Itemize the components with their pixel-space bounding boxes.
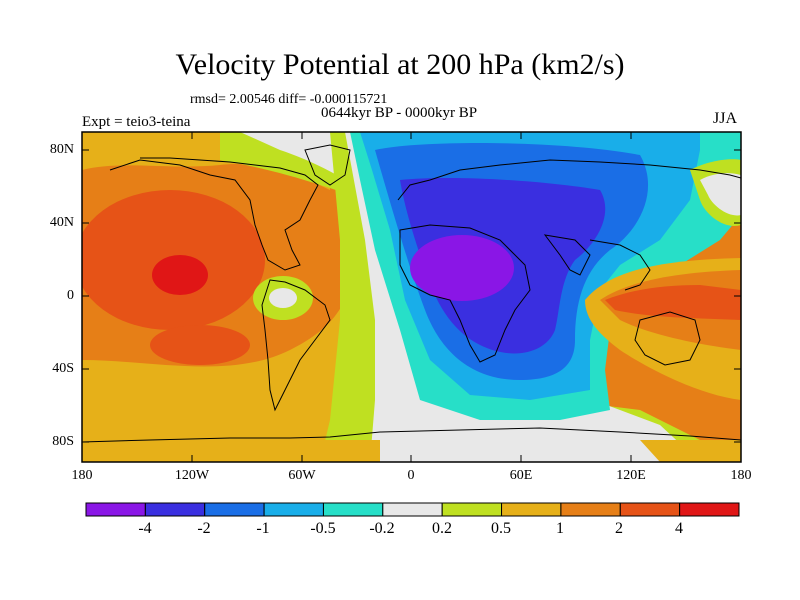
y-tick-label: 80N bbox=[49, 142, 74, 157]
colorbar-label: -0.2 bbox=[369, 520, 395, 537]
colorbar-swatch bbox=[679, 502, 740, 517]
colorbar-swatch bbox=[322, 502, 384, 517]
colorbar-label: -0.5 bbox=[310, 520, 336, 537]
season-label: JJA bbox=[713, 110, 738, 127]
field-south-pacific-max bbox=[150, 325, 250, 365]
colorbar-swatch bbox=[619, 502, 681, 517]
x-tick-label: 180 bbox=[71, 468, 93, 483]
y-tick-label: 0 bbox=[67, 288, 74, 303]
coast-africa bbox=[399, 224, 531, 363]
coast-antarctica bbox=[82, 427, 741, 443]
x-tick-label: 120W bbox=[174, 468, 210, 483]
colorbar-swatch bbox=[560, 502, 621, 517]
y-tick-label: 40N bbox=[49, 215, 74, 230]
map-title: Velocity Potential at 200 hPa (km2/s) bbox=[175, 48, 625, 81]
colorbar-swatch bbox=[501, 502, 562, 517]
coast-india bbox=[543, 234, 591, 276]
y-tick-label: 40S bbox=[52, 361, 74, 376]
colorbar-label: 0.5 bbox=[491, 520, 511, 537]
coast-se-asia bbox=[589, 239, 651, 291]
colorbar-swatch bbox=[204, 502, 265, 517]
colorbar-label: -1 bbox=[256, 520, 270, 537]
experiment-label: Expt = teio3-teina bbox=[82, 114, 191, 130]
coastlines bbox=[82, 144, 741, 443]
x-tick-label: 60E bbox=[509, 468, 533, 483]
colorbar-label: 2 bbox=[615, 520, 623, 537]
y-tick-label: 80S bbox=[52, 434, 74, 449]
x-tick-label: 0 bbox=[407, 468, 415, 483]
colorbar-label: 0.2 bbox=[432, 520, 452, 537]
field-maritime-red bbox=[605, 285, 741, 320]
colorbar bbox=[85, 502, 740, 517]
coast-australia bbox=[634, 311, 701, 366]
colorbar-swatch bbox=[85, 502, 146, 517]
field-pacific-peak bbox=[152, 255, 208, 295]
rmsd-diff-label: rmsd= 2.00546 diff= -0.000115721 bbox=[190, 92, 388, 107]
coast-greenland bbox=[304, 144, 351, 186]
contour-field bbox=[82, 132, 741, 462]
field-amazon-min bbox=[269, 288, 297, 308]
coast-south-america bbox=[261, 279, 331, 412]
x-tick-label: 120E bbox=[616, 468, 646, 483]
period-label: 0644kyr BP - 0000kyr BP bbox=[321, 105, 478, 121]
coast-europe-asia bbox=[397, 159, 741, 201]
colorbar-label: 1 bbox=[556, 520, 564, 537]
field-antarctic-white bbox=[380, 440, 660, 462]
colorbar-swatch bbox=[382, 502, 443, 517]
tick-marks bbox=[81, 132, 742, 462]
colorbar-label: -4 bbox=[138, 520, 152, 537]
colorbar-swatch bbox=[263, 502, 324, 517]
coast-north-america bbox=[109, 157, 319, 271]
colorbar-swatch bbox=[441, 502, 503, 517]
x-tick-label: 180 bbox=[730, 468, 752, 483]
colorbar-label: 4 bbox=[675, 520, 683, 537]
field-africa-min bbox=[410, 235, 514, 301]
colorbar-swatch bbox=[144, 502, 206, 517]
x-tick-label: 60W bbox=[288, 468, 316, 483]
colorbar-label: -2 bbox=[197, 520, 211, 537]
field-yellow-orange-south bbox=[82, 300, 380, 462]
field-ne-asia-white bbox=[700, 173, 741, 216]
